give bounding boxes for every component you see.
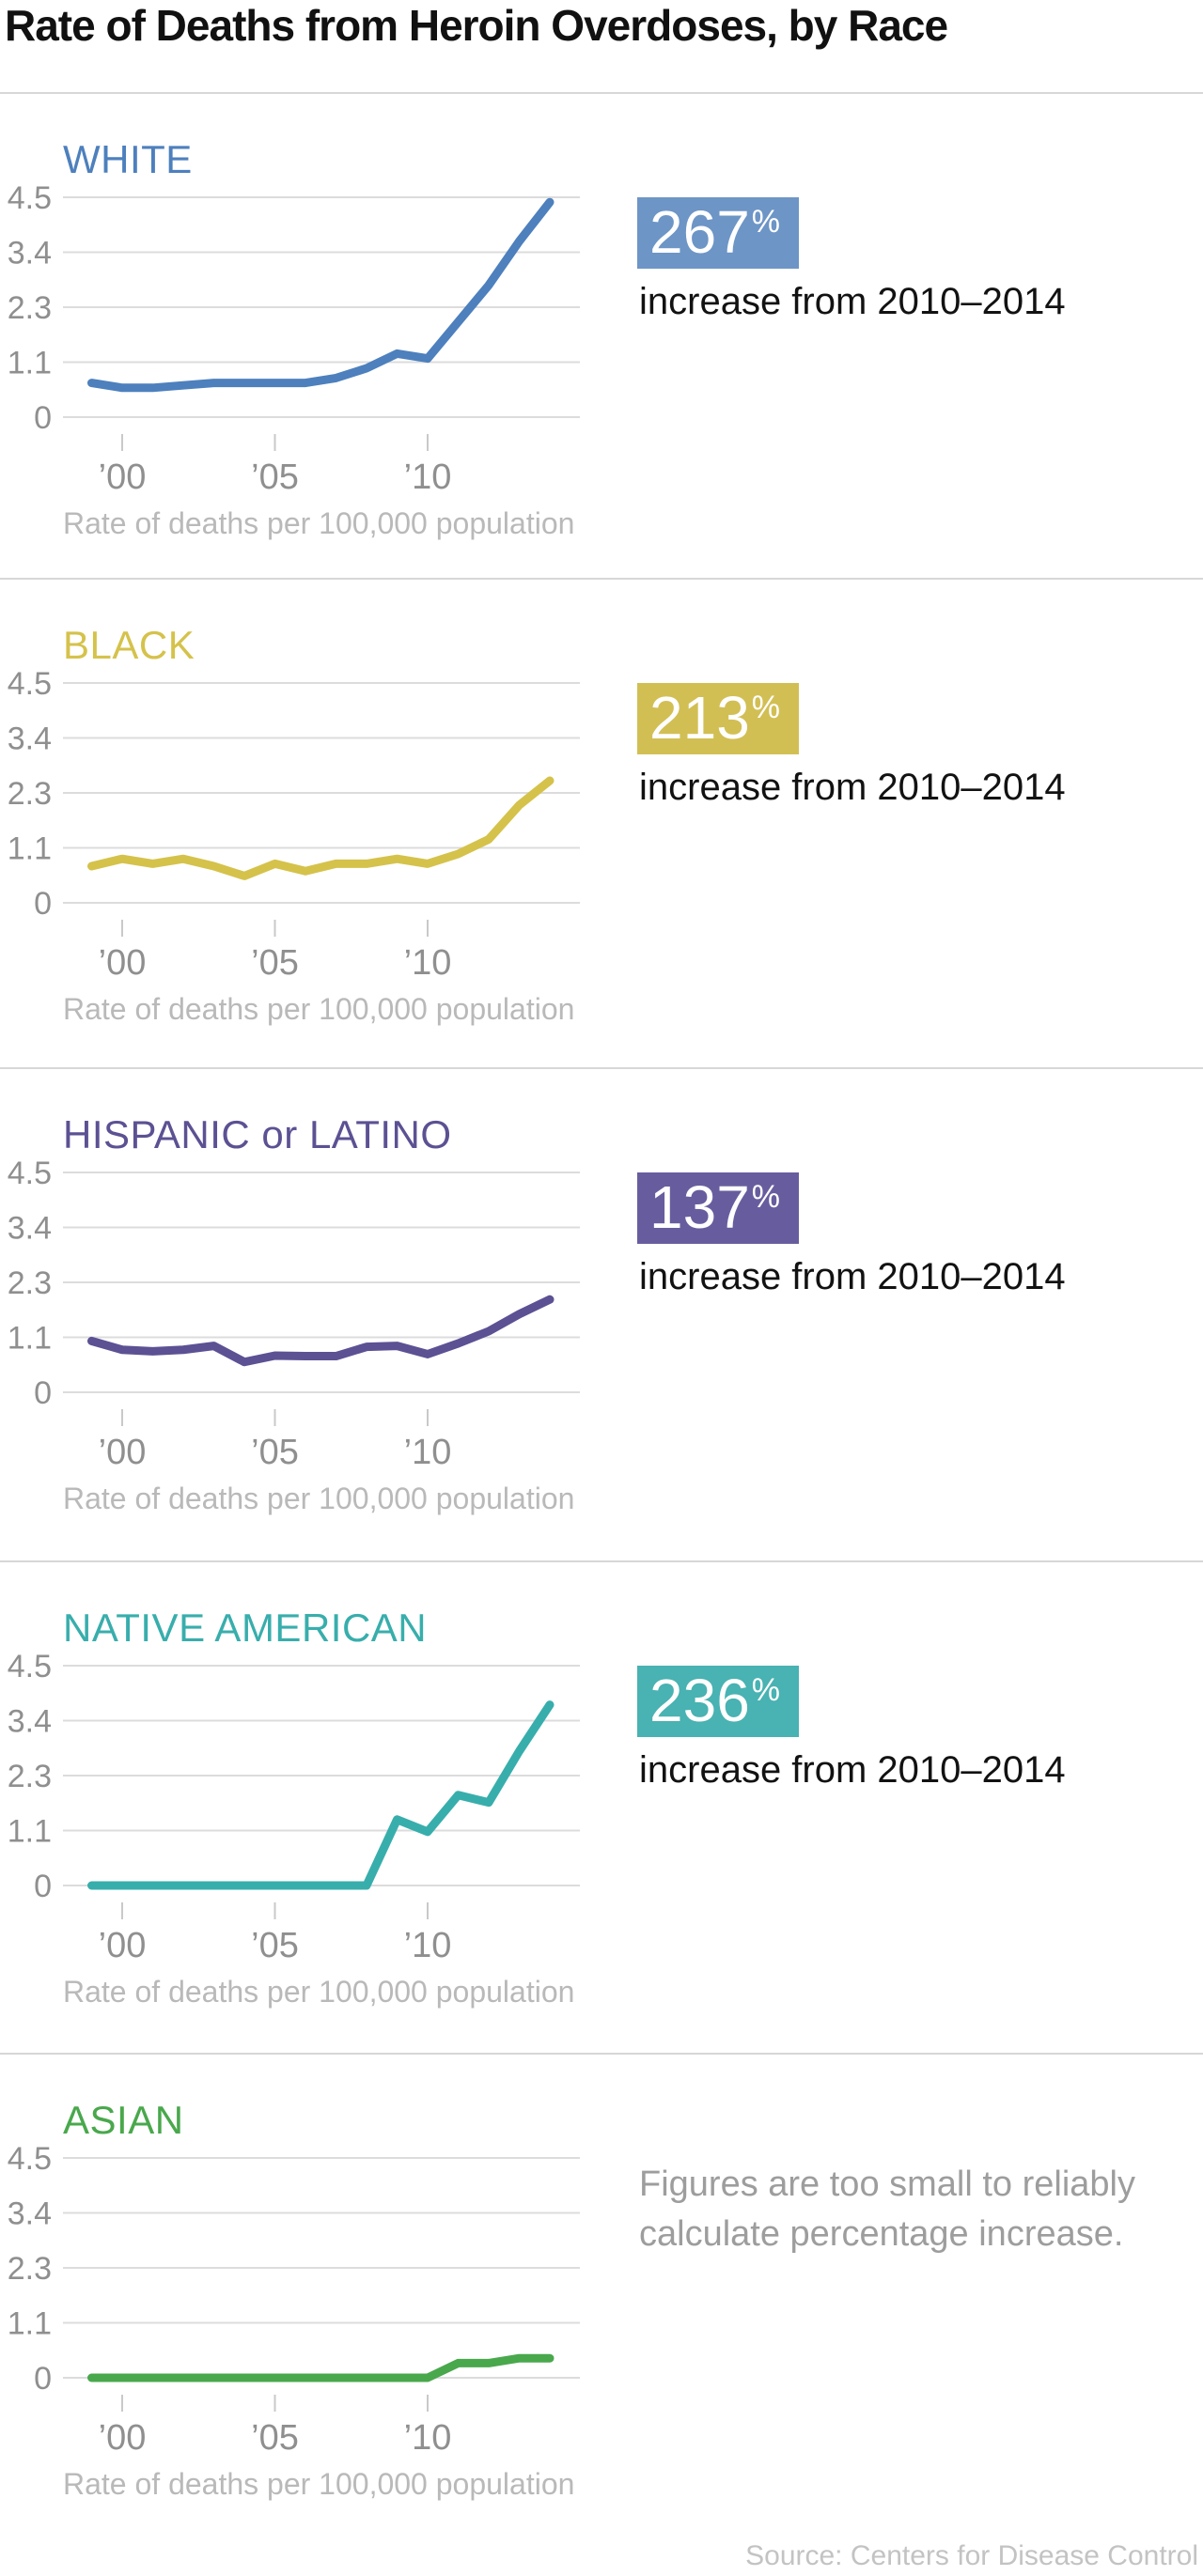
- chart-hispanic: 0 1.1 2.3 3.4 4.5 ’00 ’05 ’10 Rate of deaths per…: [8, 1156, 580, 1515]
- y-axis-tick-label: 0: [34, 1869, 52, 1904]
- source-credit: Source: Centers for Disease Control: [745, 2540, 1198, 2571]
- y-axis-tick-label: 2.3: [8, 1759, 52, 1794]
- axis-caption: Rate of deaths per 100,000 population: [63, 1482, 574, 1515]
- percent-value: 137: [649, 1173, 750, 1241]
- percent-sign: %: [751, 1672, 781, 1708]
- x-axis-tick-label: ’10: [404, 1433, 452, 1472]
- y-axis-tick-label: 2.3: [8, 290, 52, 326]
- series-line: [87, 1700, 555, 1890]
- x-axis-tick-label: ’05: [251, 1433, 299, 1472]
- percent-value: 267: [649, 198, 750, 266]
- section-hispanic: HISPANIC or LATINO 0 1.1 2.3 3.4 4.5 ’00 ’05 ’1…: [0, 1067, 1203, 1562]
- chart-native-american: 0 1.1 2.3 3.4 4.5 ’00 ’05 ’10 Rate of deaths per…: [8, 1649, 580, 2009]
- increase-caption: increase from 2010–2014: [639, 1749, 1066, 1791]
- increase-caption: increase from 2010–2014: [639, 767, 1066, 808]
- y-axis-tick-label: 0: [34, 886, 52, 922]
- x-axis-tick-label: ’10: [404, 458, 452, 497]
- race-label-black: BLACK: [63, 623, 195, 667]
- x-axis-tick-label: ’00: [99, 1926, 147, 1965]
- percent-sign: %: [751, 1179, 781, 1215]
- x-axis-tick-label: ’10: [404, 2418, 452, 2458]
- y-axis-tick-label: 1.1: [8, 1321, 52, 1357]
- too-small-note-line2: calculate percentage increase.: [639, 2214, 1124, 2254]
- percent-badge-native-american: 236 %: [637, 1666, 800, 1737]
- chart-asian: 0 1.1 2.3 3.4 4.5 ’00 ’05 ’10 Rate of deaths per…: [8, 2141, 580, 2501]
- y-axis-tick-label: 3.4: [8, 1704, 52, 1740]
- y-axis-tick-label: 0: [34, 1375, 52, 1411]
- too-small-note: Figures are too small to reliably calcul…: [639, 2160, 1135, 2259]
- percent-badge-white: 267 %: [637, 197, 800, 269]
- race-label-white: WHITE: [63, 137, 193, 181]
- x-axis-tick-label: ’00: [99, 943, 147, 983]
- y-axis-tick-label: 3.4: [8, 236, 52, 272]
- percent-sign: %: [751, 204, 781, 240]
- y-axis-tick-label: 1.1: [8, 831, 52, 867]
- x-axis-tick-label: ’05: [251, 458, 299, 497]
- percent-sign: %: [751, 690, 781, 725]
- race-label-asian: ASIAN: [63, 2098, 184, 2142]
- y-axis-tick-label: 2.3: [8, 776, 52, 812]
- x-axis-tick-label: ’05: [251, 943, 299, 983]
- y-axis-tick-label: 4.5: [8, 180, 52, 216]
- increase-caption: increase from 2010–2014: [639, 281, 1066, 322]
- chart-black: 0 1.1 2.3 3.4 4.5 ’00 ’05 ’10 Rate of deaths per…: [8, 666, 580, 1026]
- y-axis-tick-label: 4.5: [8, 1156, 52, 1191]
- y-axis-tick-label: 4.5: [8, 2141, 52, 2177]
- section-native-american: NATIVE AMERICAN 0 1.1 2.3 3.4 4.5 ’00 ’05 ’10 Ra…: [0, 1560, 1203, 2055]
- section-white: WHITE 0 1.1 2.3 3.4 4.5 ’00 ’05 ’10 Rate of deat…: [0, 92, 1203, 580]
- x-axis-tick-label: ’05: [251, 2418, 299, 2458]
- x-axis-tick-label: ’05: [251, 1926, 299, 1965]
- axis-caption: Rate of deaths per 100,000 population: [63, 1975, 574, 2009]
- y-axis-tick-label: 0: [34, 400, 52, 436]
- chart-white: 0 1.1 2.3 3.4 4.5 ’00 ’05 ’10 Rate of deaths per…: [8, 180, 580, 540]
- y-axis-tick-label: 4.5: [8, 666, 52, 702]
- axis-caption: Rate of deaths per 100,000 population: [63, 2467, 574, 2501]
- race-label-hispanic: HISPANIC or LATINO: [63, 1112, 452, 1156]
- too-small-note-line1: Figures are too small to reliably: [639, 2165, 1135, 2204]
- y-axis-tick-label: 2.3: [8, 1265, 52, 1301]
- y-axis-tick-label: 1.1: [8, 2306, 52, 2342]
- series-line: [87, 1295, 555, 1367]
- y-axis-tick-label: 2.3: [8, 2251, 52, 2287]
- y-axis-tick-label: 1.1: [8, 1814, 52, 1850]
- percent-badge-hispanic: 137 %: [637, 1172, 800, 1244]
- x-axis-tick-label: ’00: [99, 458, 147, 497]
- x-axis-tick-label: ’00: [99, 1433, 147, 1472]
- y-axis-tick-label: 3.4: [8, 722, 52, 757]
- race-label-native-american: NATIVE AMERICAN: [63, 1606, 428, 1650]
- y-axis-tick-label: 4.5: [8, 1649, 52, 1684]
- x-axis-tick-label: ’10: [404, 943, 452, 983]
- x-axis-tick-label: ’10: [404, 1926, 452, 1965]
- percent-value: 236: [649, 1667, 750, 1734]
- y-axis-tick-label: 0: [34, 2361, 52, 2397]
- percent-badge-black: 213 %: [637, 683, 800, 754]
- increase-caption: increase from 2010–2014: [639, 1256, 1066, 1297]
- x-axis-tick-label: ’00: [99, 2418, 147, 2458]
- y-axis-tick-label: 3.4: [8, 2196, 52, 2232]
- series-line: [87, 776, 555, 880]
- axis-caption: Rate of deaths per 100,000 population: [63, 992, 574, 1026]
- series-line: [87, 197, 555, 393]
- y-axis-tick-label: 3.4: [8, 1211, 52, 1247]
- percent-value: 213: [649, 684, 750, 752]
- axis-caption: Rate of deaths per 100,000 population: [63, 506, 574, 540]
- y-axis-tick-label: 1.1: [8, 346, 52, 381]
- section-black: BLACK 0 1.1 2.3 3.4 4.5 ’00 ’05 ’10 Rate of deat…: [0, 578, 1203, 1069]
- series-line: [87, 2353, 555, 2382]
- section-asian: ASIAN 0 1.1 2.3 3.4 4.5 ’00 ’05 ’10 Rate of deat…: [0, 2053, 1203, 2576]
- page-title: Rate of Deaths from Heroin Overdoses, by…: [5, 1, 948, 50]
